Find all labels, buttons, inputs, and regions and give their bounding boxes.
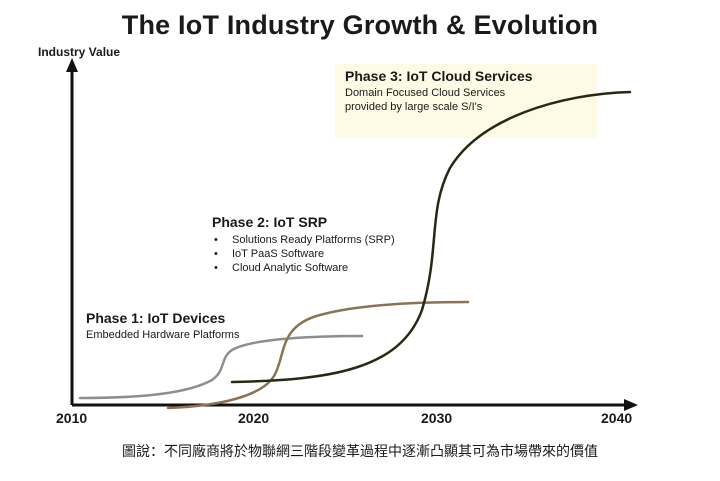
phase2-curve bbox=[166, 300, 470, 410]
phase3-curve bbox=[230, 90, 632, 384]
phase3-description-line-1: Domain Focused Cloud Services bbox=[345, 87, 506, 99]
phase3-highlight-box bbox=[335, 64, 597, 138]
x-tick-label-2040: 2040 bbox=[601, 410, 633, 426]
phase2-list-item: IoT PaaS Software bbox=[212, 247, 395, 261]
phase1-curve bbox=[78, 334, 364, 400]
x-tick-label-2010: 2010 bbox=[56, 410, 88, 426]
phase3-description-line-2: provided by large scale S/I's bbox=[345, 101, 483, 113]
phase1-description: Embedded Hardware Platforms bbox=[86, 329, 240, 341]
x-axis-arrow bbox=[624, 399, 638, 411]
diagram-title: The IoT Industry Growth & Evolution bbox=[121, 10, 599, 40]
phase2-list-item: Solutions Ready Platforms (SRP) bbox=[212, 233, 395, 247]
y-axis-arrow bbox=[66, 58, 78, 72]
phase2-title: Phase 2: IoT SRP bbox=[212, 214, 328, 230]
phase2-list-item: Cloud Analytic Software bbox=[212, 261, 395, 275]
figure-caption: 圖說：不同廠商將於物聯網三階段變革過程中逐漸凸顯其可為市場帶來的價值 bbox=[122, 444, 598, 460]
phase3-title: Phase 3: IoT Cloud Services bbox=[345, 68, 533, 84]
phase2-list: Solutions Ready Platforms (SRP) IoT PaaS… bbox=[212, 233, 395, 275]
y-axis-label: Industry Value bbox=[38, 45, 121, 59]
phase1-title: Phase 1: IoT Devices bbox=[86, 310, 226, 326]
x-tick-label-2020: 2020 bbox=[238, 410, 270, 426]
x-tick-label-2030: 2030 bbox=[421, 410, 453, 426]
